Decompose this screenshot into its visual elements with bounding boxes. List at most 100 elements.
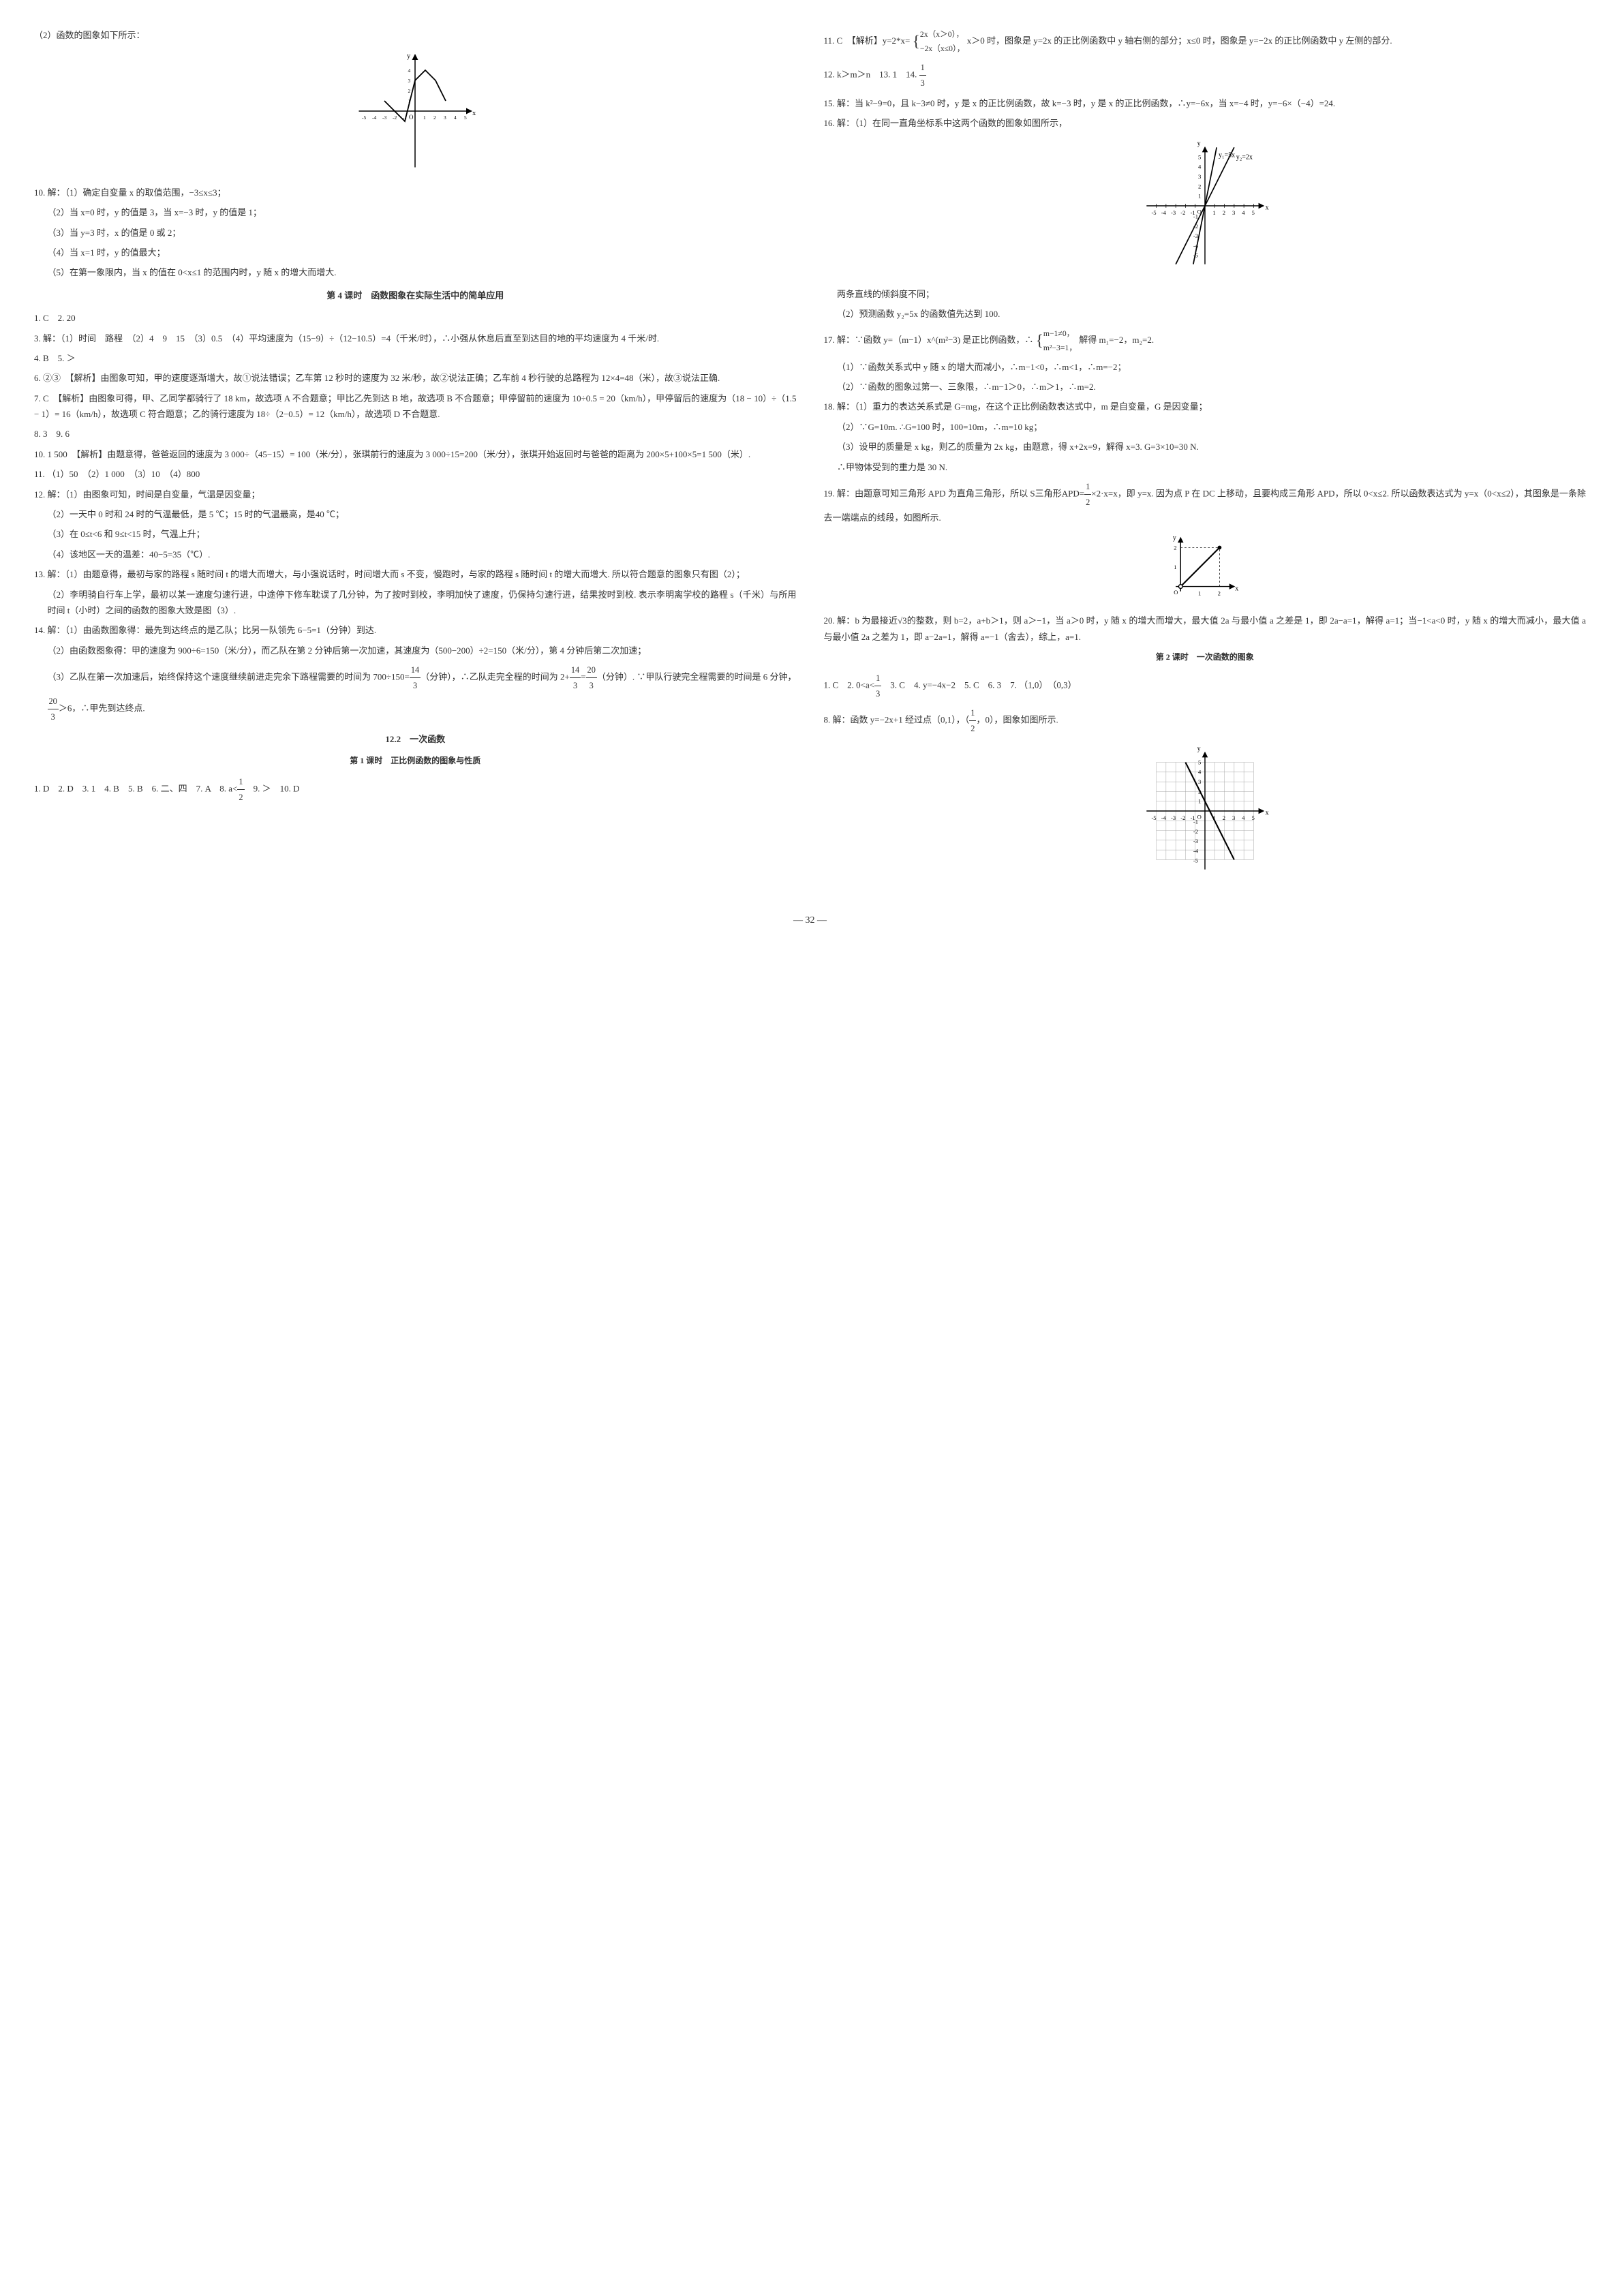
- svg-text:5: 5: [1251, 209, 1254, 216]
- svg-text:-1: -1: [1193, 213, 1198, 220]
- svg-text:y: y: [1173, 534, 1176, 542]
- svg-text:-4: -4: [372, 114, 376, 121]
- svg-text:2: 2: [1217, 590, 1220, 596]
- section-12-2-title: 12.2 一次函数: [34, 731, 797, 747]
- s4-q12-p1: （1）由图象可知，时间是自变量，气温是因变量；: [65, 489, 260, 500]
- s4-q13-p2: （2）李明骑自行车上学，最初以某一速度匀速行进，中途停下修车耽误了几分钟，为了按…: [34, 587, 797, 619]
- svg-text:y: y: [1197, 140, 1200, 148]
- svg-text:4: 4: [1198, 769, 1202, 776]
- r-q18-p3: （3）设甲的质量是 x kg，则乙的质量为 2x kg，由题意，得 x+2x=9…: [824, 439, 1587, 455]
- svg-text:3: 3: [1198, 173, 1201, 180]
- svg-text:5: 5: [464, 114, 467, 121]
- r-q12-14: 12. k＞m＞n 13. 1 14. 13: [824, 60, 1587, 91]
- svg-text:y₂=2x: y₂=2x: [1236, 154, 1252, 162]
- svg-text:2: 2: [1222, 814, 1225, 821]
- s4-q1-2: 1. C 2. 20: [34, 310, 797, 326]
- svg-text:-4: -4: [1161, 814, 1166, 821]
- graph-q16: x y O -5-4-3-2-1 12345 12345 -1-2-3-4-5 …: [824, 138, 1587, 279]
- svg-text:3: 3: [408, 78, 411, 84]
- svg-text:y: y: [1197, 746, 1200, 753]
- svg-text:4: 4: [454, 114, 457, 121]
- q10-p1: （1）确定自变量 x 的取值范围，−3≤x≤3；: [65, 187, 226, 198]
- svg-text:2: 2: [408, 88, 411, 94]
- s4-q4-5: 4. B 5. ＞: [34, 350, 797, 366]
- r-q11-label: 11. C 【解析】: [824, 35, 883, 46]
- r-q18: 18. 解：（1）重力的表达关系式是 G=mg，在这个正比例函数表达式中，m 是…: [824, 399, 1587, 414]
- svg-text:5: 5: [1251, 814, 1254, 821]
- s4-q14: 14. 解：（1）由函数图象得：最先到达终点的是乙队；比另一队领先 6−5=1（…: [34, 622, 797, 638]
- l2-q1-7: 1. C 2. 0<a<13 3. C 4. y=−4x−2 5. C 6. 3…: [824, 671, 1587, 701]
- svg-text:-2: -2: [1193, 828, 1198, 835]
- r-q17-p1: （1）∵函数关系式中 y 随 x 的增大而减小，∴m−1<0，∴m<1，∴m=−…: [824, 359, 1587, 375]
- svg-text:-2: -2: [393, 114, 397, 121]
- svg-text:1: 1: [1212, 209, 1215, 216]
- s4-q13: 13. 解：（1）由题意得，最初与家的路程 s 随时间 t 的增大而增大，与小强…: [34, 566, 797, 582]
- svg-text:x: x: [1235, 585, 1238, 592]
- svg-text:4: 4: [408, 67, 411, 74]
- s4-q12-label: 12. 解：: [34, 489, 65, 500]
- svg-text:2: 2: [1222, 209, 1225, 216]
- s4-q14-p2: （2）由函数图象得：甲的速度为 900÷6=150（米/分），而乙队在第 2 分…: [34, 643, 797, 658]
- l2-q8: 8. 解：函数 y=−2x+1 经过点（0,1），（12，0），图象如图所示.: [824, 705, 1587, 736]
- r-q15: 15. 解：当 k²−9=0，且 k−3≠0 时，y 是 x 的正比例函数，故 …: [824, 95, 1587, 111]
- svg-text:3: 3: [1232, 814, 1235, 821]
- s4-q14-p1: （1）由函数图象得：最先到达终点的是乙队；比另一队领先 6−5=1（分钟）到达.: [65, 625, 377, 635]
- r-q16-p2: 两条直线的倾斜度不同；: [824, 286, 1587, 302]
- svg-text:y: y: [407, 52, 411, 60]
- svg-text:3: 3: [1198, 778, 1201, 785]
- r-q19: 19. 解：由题意可知三角形 APD 为直角三角形，所以 S三角形APD=12×…: [824, 479, 1587, 526]
- graph-q8: x y O -5-4-3-2-1 12345 12345 -1-2-3-4-5: [824, 743, 1587, 884]
- svg-text:4: 4: [1242, 209, 1245, 216]
- svg-text:-1: -1: [1193, 818, 1198, 825]
- r-q16-p3: （2）预测函数 y₂=5x 的函数值先达到 100.: [824, 306, 1587, 322]
- svg-text:1: 1: [423, 114, 426, 121]
- svg-text:1: 1: [1198, 193, 1201, 200]
- r-q18-label: 18. 解：: [824, 401, 855, 412]
- svg-text:1: 1: [1198, 590, 1201, 596]
- s4-q12-p2: （2）一天中 0 时和 24 时的气温最低，是 5 ℃；15 时的气温最高，是4…: [34, 506, 797, 522]
- r-q11: 11. C 【解析】y=2*x= {2x（x＞0），−2x（x≤0）， x＞0 …: [824, 27, 1587, 56]
- r-q16-label: 16. 解：: [824, 118, 855, 128]
- svg-text:-5: -5: [1151, 209, 1156, 216]
- s4-q14-label: 14. 解：: [34, 625, 65, 635]
- graph-q19: x y O 1 2 1 2: [824, 533, 1587, 606]
- svg-text:-3: -3: [1171, 209, 1176, 216]
- s4-q10: 10. 1 500 【解析】由题意得，爸爸返回的速度为 3 000÷（45−15…: [34, 446, 797, 462]
- lesson-2-title: 第 2 课时 一次函数的图象: [824, 650, 1587, 665]
- svg-text:-3: -3: [1171, 814, 1176, 821]
- svg-text:-4: -4: [1161, 209, 1166, 216]
- svg-text:1: 1: [1174, 564, 1176, 570]
- graph-1: x y O -5-4-3-2-1 12345 1234: [34, 50, 797, 177]
- svg-text:-2: -2: [1180, 209, 1185, 216]
- r-q17-p2: （2）∵函数的图象过第一、三象限，∴m−1＞0，∴m＞1，∴m=2.: [824, 379, 1587, 395]
- svg-text:3: 3: [1232, 209, 1235, 216]
- svg-text:-5: -5: [1151, 814, 1156, 821]
- q10-p5: （5）在第一象限内，当 x 的值在 0<x≤1 的范围内时，y 随 x 的增大而…: [34, 264, 797, 280]
- r-q18-p2: （2）∵G=10m. ∴G=100 时，100=10m，∴m=10 kg；: [824, 419, 1587, 435]
- svg-text:x: x: [1265, 810, 1268, 817]
- svg-text:4: 4: [1198, 164, 1202, 170]
- svg-text:5: 5: [1198, 759, 1201, 766]
- r-q16: 16. 解：（1）在同一直角坐标系中这两个函数的图象如图所示，: [824, 115, 1587, 131]
- q10: 10. 解：（1）确定自变量 x 的取值范围，−3≤x≤3；: [34, 185, 797, 200]
- s4-q12: 12. 解：（1）由图象可知，时间是自变量，气温是因变量；: [34, 487, 797, 502]
- svg-text:2: 2: [1174, 544, 1176, 551]
- svg-text:x: x: [1265, 204, 1268, 212]
- svg-text:4: 4: [1242, 814, 1245, 821]
- svg-text:-5: -5: [362, 114, 366, 121]
- svg-text:x: x: [472, 110, 476, 117]
- l1-answers: 1. D 2. D 3. 1 4. B 5. B 6. 二、四 7. A 8. …: [34, 774, 797, 805]
- svg-text:-2: -2: [1180, 814, 1185, 821]
- s4-q11: 11. （1）50 （2）1 000 （3）10 （4）800: [34, 466, 797, 482]
- svg-text:1: 1: [1198, 798, 1201, 805]
- svg-text:O: O: [409, 114, 414, 121]
- r-q19-label: 19. 解：: [824, 489, 855, 499]
- l2-q8-label: 8. 解：: [824, 715, 851, 725]
- q10-label: 10. 解：: [34, 187, 65, 198]
- q10-p2: （2）当 x=0 时，y 的值是 3，当 x=−3 时，y 的值是 1；: [34, 204, 797, 220]
- page-number: — 32 —: [34, 912, 1586, 929]
- svg-text:-5: -5: [1193, 857, 1198, 864]
- svg-text:2: 2: [433, 114, 436, 121]
- s4-q3: 3. 解：（1）时间 路程 （2）4 9 15 （3）0.5 （4）平均速度为（…: [34, 331, 797, 346]
- s4-q13-label: 13. 解：: [34, 569, 65, 579]
